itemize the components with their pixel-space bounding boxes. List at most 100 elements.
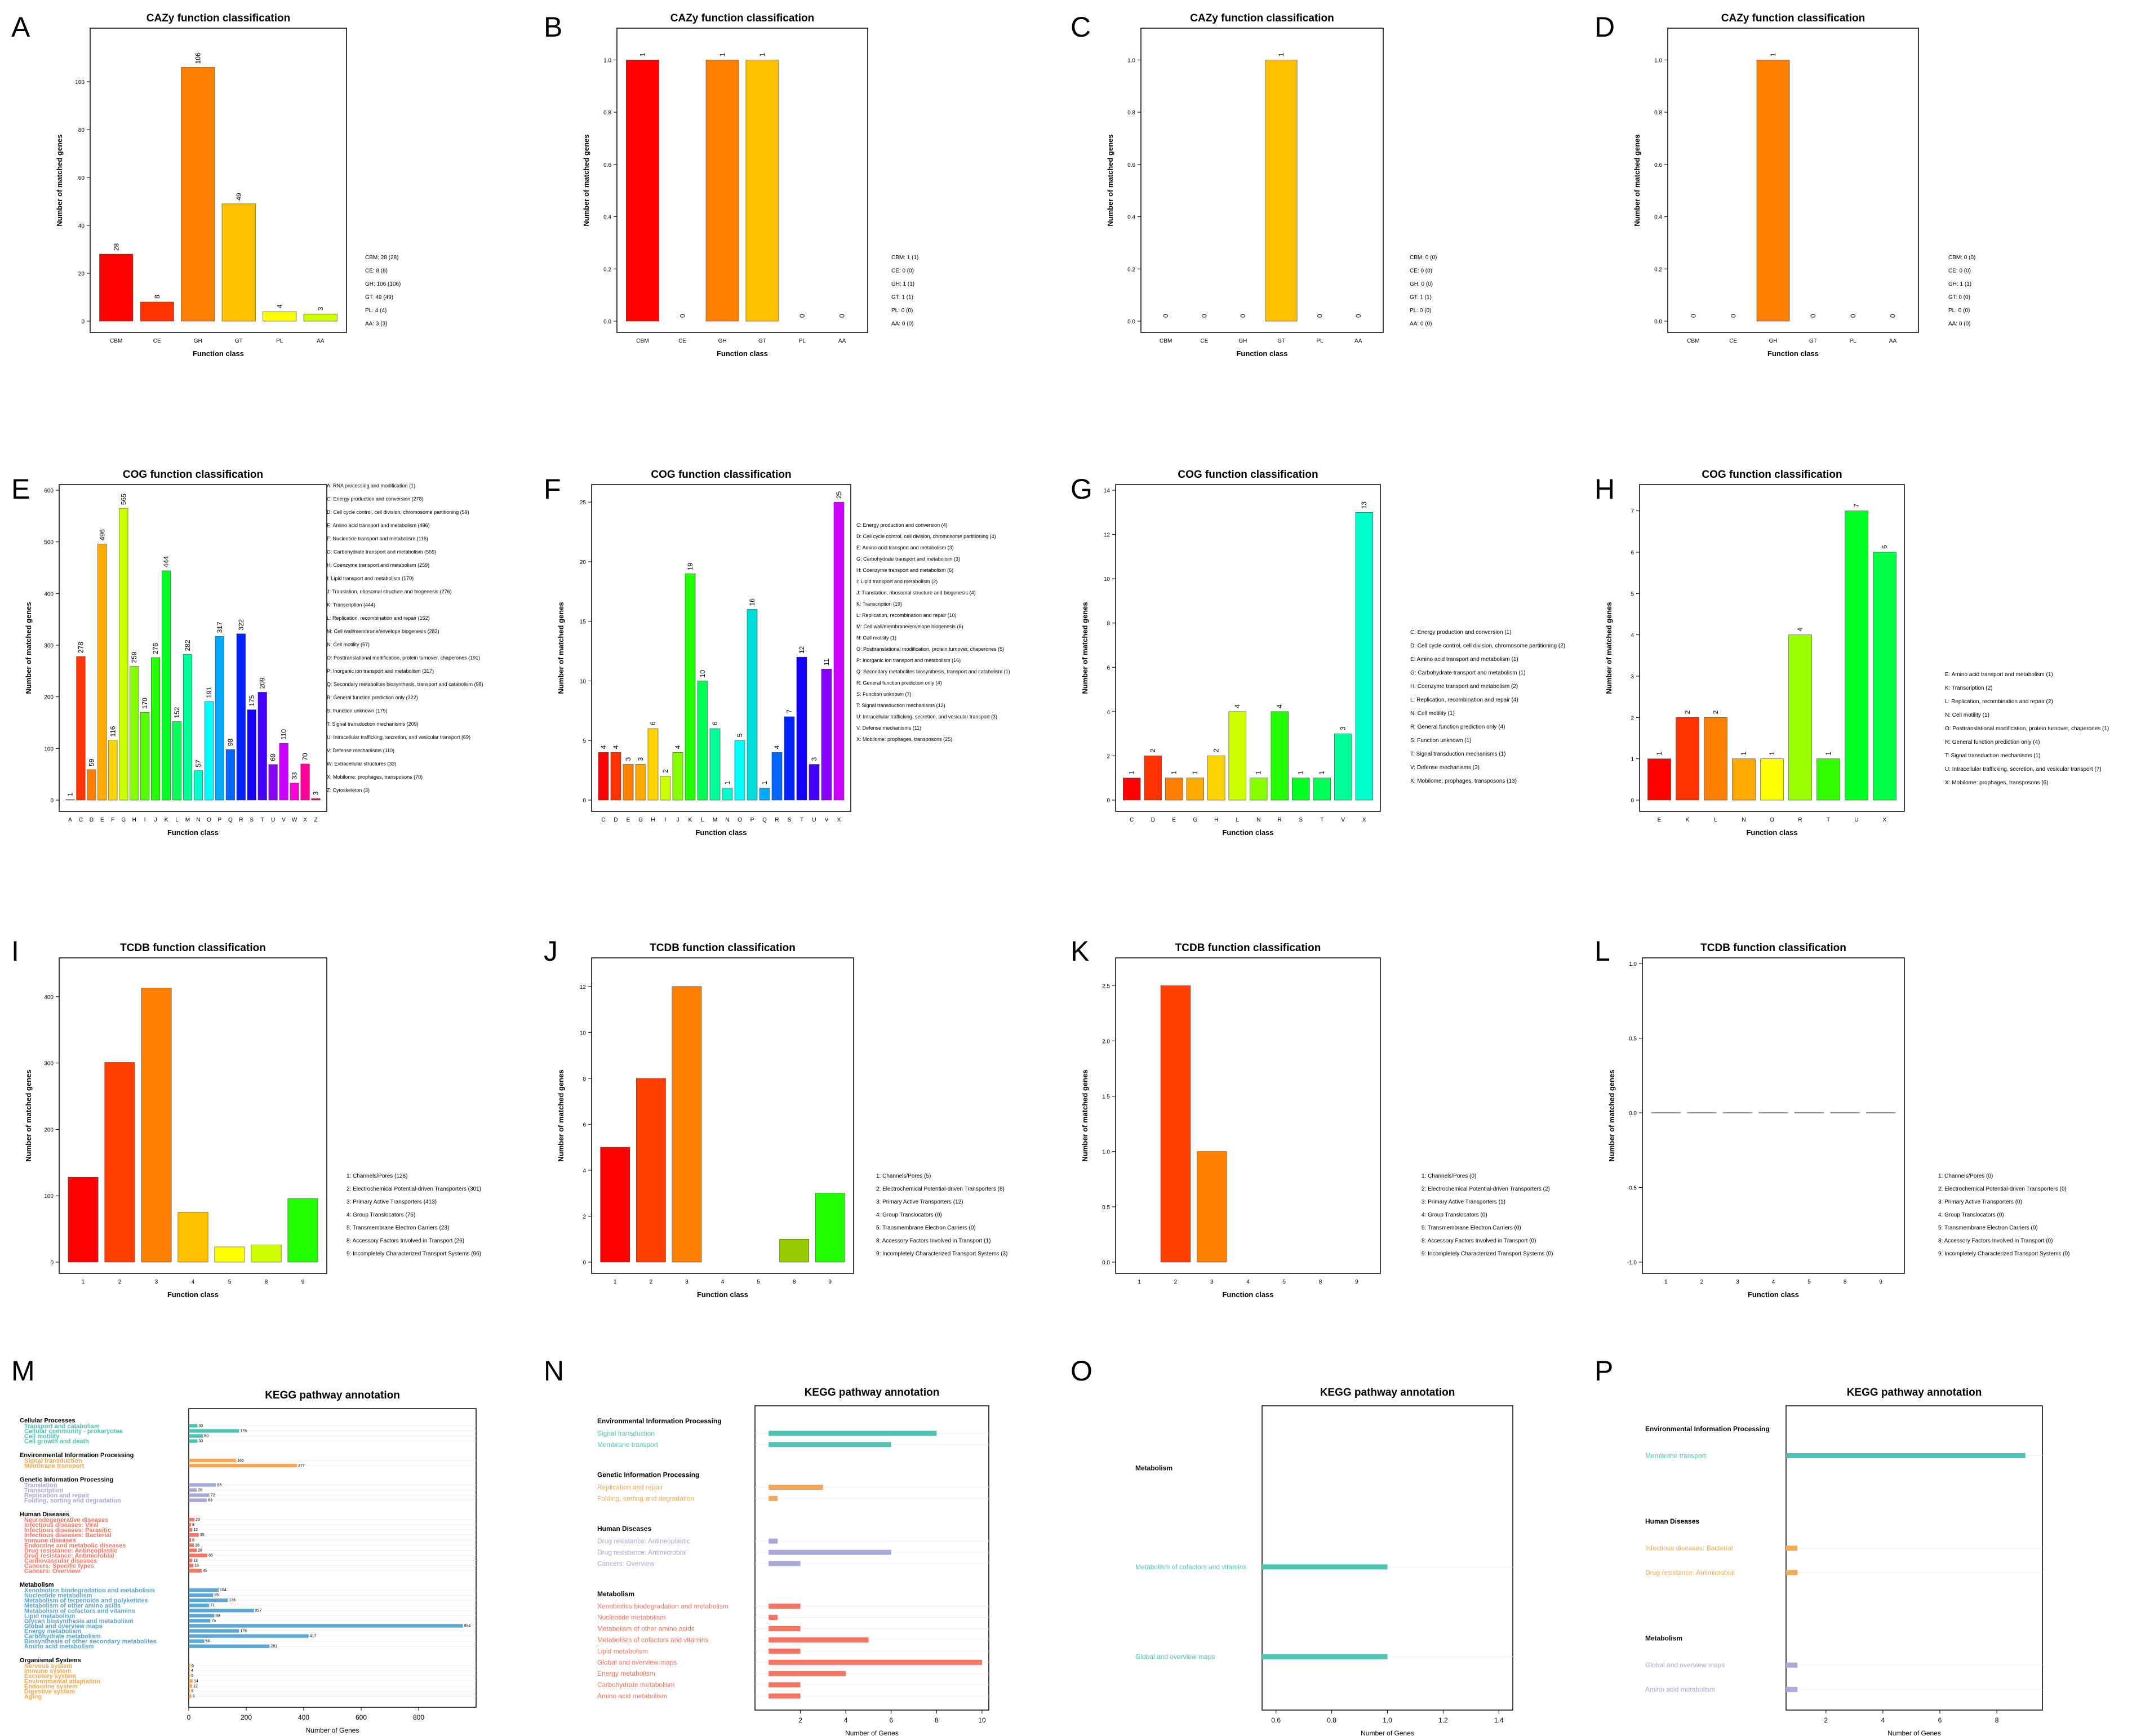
- x-tick-label: 0: [187, 1713, 191, 1721]
- plot-frame: [59, 957, 327, 1274]
- x-tick-label: Q: [762, 817, 767, 823]
- x-tick-label: GH: [718, 338, 727, 344]
- value-label: 12: [193, 1559, 198, 1563]
- value-label: 4: [773, 745, 781, 749]
- bar: [189, 1684, 193, 1688]
- y-tick-label: 0.0: [1127, 319, 1135, 325]
- y-tick-label: 0.5: [1102, 1205, 1110, 1211]
- bar: [1265, 60, 1298, 322]
- x-tick-label: GT: [1277, 338, 1285, 344]
- legend-item: 8: Accessory Factors Involved in Transpo…: [1422, 1238, 1536, 1244]
- legend-item: 4: Group Translocators (75): [347, 1212, 415, 1218]
- bar: [189, 1599, 228, 1602]
- bar: [97, 544, 107, 801]
- y-tick-label: 4: [1107, 709, 1110, 716]
- legend-item: E: Amino acid transport and metabolism (…: [1410, 656, 1518, 663]
- x-tick-label: 2: [650, 1279, 653, 1285]
- x-tick-label: 10: [978, 1716, 986, 1724]
- legend-item: E: Amino acid transport and metabolism (…: [856, 545, 954, 550]
- value-label: 0: [1354, 314, 1362, 318]
- value-label: 377: [298, 1464, 305, 1468]
- x-axis-label: Function class: [1746, 828, 1797, 837]
- x-tick-label: 3: [1736, 1279, 1739, 1285]
- x-tick-label: X: [303, 817, 307, 823]
- bar: [672, 986, 702, 1263]
- y-tick-label: 3: [1631, 674, 1634, 680]
- y-tick-label: 0.6: [1654, 162, 1662, 168]
- value-label: 104: [220, 1588, 226, 1592]
- bar: [189, 1538, 192, 1542]
- legend-item: PL: 4 (4): [365, 308, 387, 314]
- panel-label: A: [11, 11, 30, 43]
- y-axis-label: Number of matched genes: [1607, 1069, 1616, 1161]
- y-tick-label: 0.6: [1127, 162, 1135, 168]
- legend-item: CBM: 0 (0): [1410, 255, 1437, 261]
- x-tick-label: 3: [1210, 1279, 1214, 1285]
- kegg-pathway-label: Folding, sorting and degradation: [24, 1498, 121, 1504]
- kegg-category: Metabolism: [1645, 1635, 1682, 1642]
- panel-j: J TCDB function classification024681012Nu…: [544, 935, 1007, 1299]
- value-label: 322: [237, 619, 245, 630]
- value-label: 1: [723, 781, 731, 785]
- value-label: 2: [1149, 748, 1157, 752]
- x-tick-label: 600: [356, 1713, 367, 1721]
- x-tick-label: X: [1362, 817, 1366, 823]
- value-label: 2: [661, 769, 669, 773]
- kegg-pathway-label: Membrane transport: [597, 1441, 659, 1449]
- bar: [189, 1669, 190, 1673]
- bar: [1250, 778, 1268, 801]
- bar: [769, 1495, 778, 1501]
- bar: [257, 692, 267, 801]
- chart-title: TCDB function classification: [650, 942, 796, 954]
- kegg-pathway-label: Lipid metabolism: [597, 1647, 648, 1655]
- y-tick-label: -1.0: [1627, 1260, 1637, 1266]
- legend-item: Q: Secondary metabolites biosynthesis, t…: [856, 669, 1010, 674]
- value-label: 0: [1689, 314, 1697, 318]
- value-label: 45: [203, 1569, 207, 1573]
- x-tick-label: 1: [82, 1279, 85, 1285]
- panel-label: L: [1594, 935, 1610, 967]
- chart-title: COG function classification: [1702, 469, 1842, 481]
- x-tick-label: 800: [413, 1713, 424, 1721]
- x-tick-label: CBM: [1687, 338, 1699, 344]
- legend-item: T: Signal transduction mechanisms (12): [856, 703, 945, 708]
- legend-item: 2: Electrochemical Potential-driven Tran…: [1422, 1186, 1550, 1192]
- legend-item: V: Defense mechanisms (110): [327, 748, 394, 753]
- y-tick-label: 1: [1631, 757, 1634, 763]
- chart-title: TCDB function classification: [120, 942, 266, 954]
- x-tick-label: N: [196, 817, 200, 823]
- value-label: 71: [210, 1604, 215, 1608]
- value-label: 4: [276, 304, 283, 308]
- legend-item: 3: Primary Active Transporters (0): [1938, 1199, 2022, 1205]
- legend-item: J: Translation, ribosomal structure and …: [856, 590, 976, 596]
- bar: [263, 311, 297, 322]
- legend-item: O: Posttranslational modification, prote…: [327, 655, 480, 661]
- kegg-pathway-label: Cell motility: [24, 1433, 60, 1440]
- bar: [189, 1634, 309, 1638]
- value-label: 7: [785, 709, 793, 713]
- y-tick-label: 60: [78, 175, 85, 181]
- x-tick-label: L: [1714, 817, 1717, 823]
- x-tick-label: F: [111, 817, 114, 823]
- bar: [1786, 1453, 2026, 1458]
- legend-item: F: Nucleotide transport and metabolism (…: [327, 536, 428, 541]
- kegg-category: Metabolism: [1135, 1464, 1172, 1472]
- legend-item: GT: 1 (1): [891, 295, 913, 301]
- kegg-pathway-label: Infectious diseases: Bacterial: [24, 1532, 112, 1539]
- legend-item: GH: 1 (1): [1948, 281, 1971, 287]
- bar: [189, 1439, 198, 1443]
- legend-item: 5: Transmembrane Electron Carriers (0): [1938, 1225, 2038, 1231]
- x-tick-label: G: [1193, 817, 1197, 823]
- bar: [177, 1212, 208, 1263]
- legend-item: T: Signal transduction mechanisms (1): [1410, 751, 1506, 757]
- x-tick-label: S: [788, 817, 792, 823]
- x-tick-label: K: [689, 817, 692, 823]
- y-tick-label: 4: [583, 1168, 586, 1174]
- panel-label: E: [11, 473, 30, 505]
- legend-item: X: Mobilome: prophages, transposons (13): [1410, 778, 1517, 784]
- legend-item: X: Mobilome: prophages, transposons (25): [856, 736, 952, 742]
- y-tick-label: 300: [44, 643, 54, 649]
- value-label: 3: [1339, 726, 1347, 730]
- bar: [1873, 552, 1896, 801]
- kegg-pathway-label: Immune diseases: [24, 1537, 76, 1544]
